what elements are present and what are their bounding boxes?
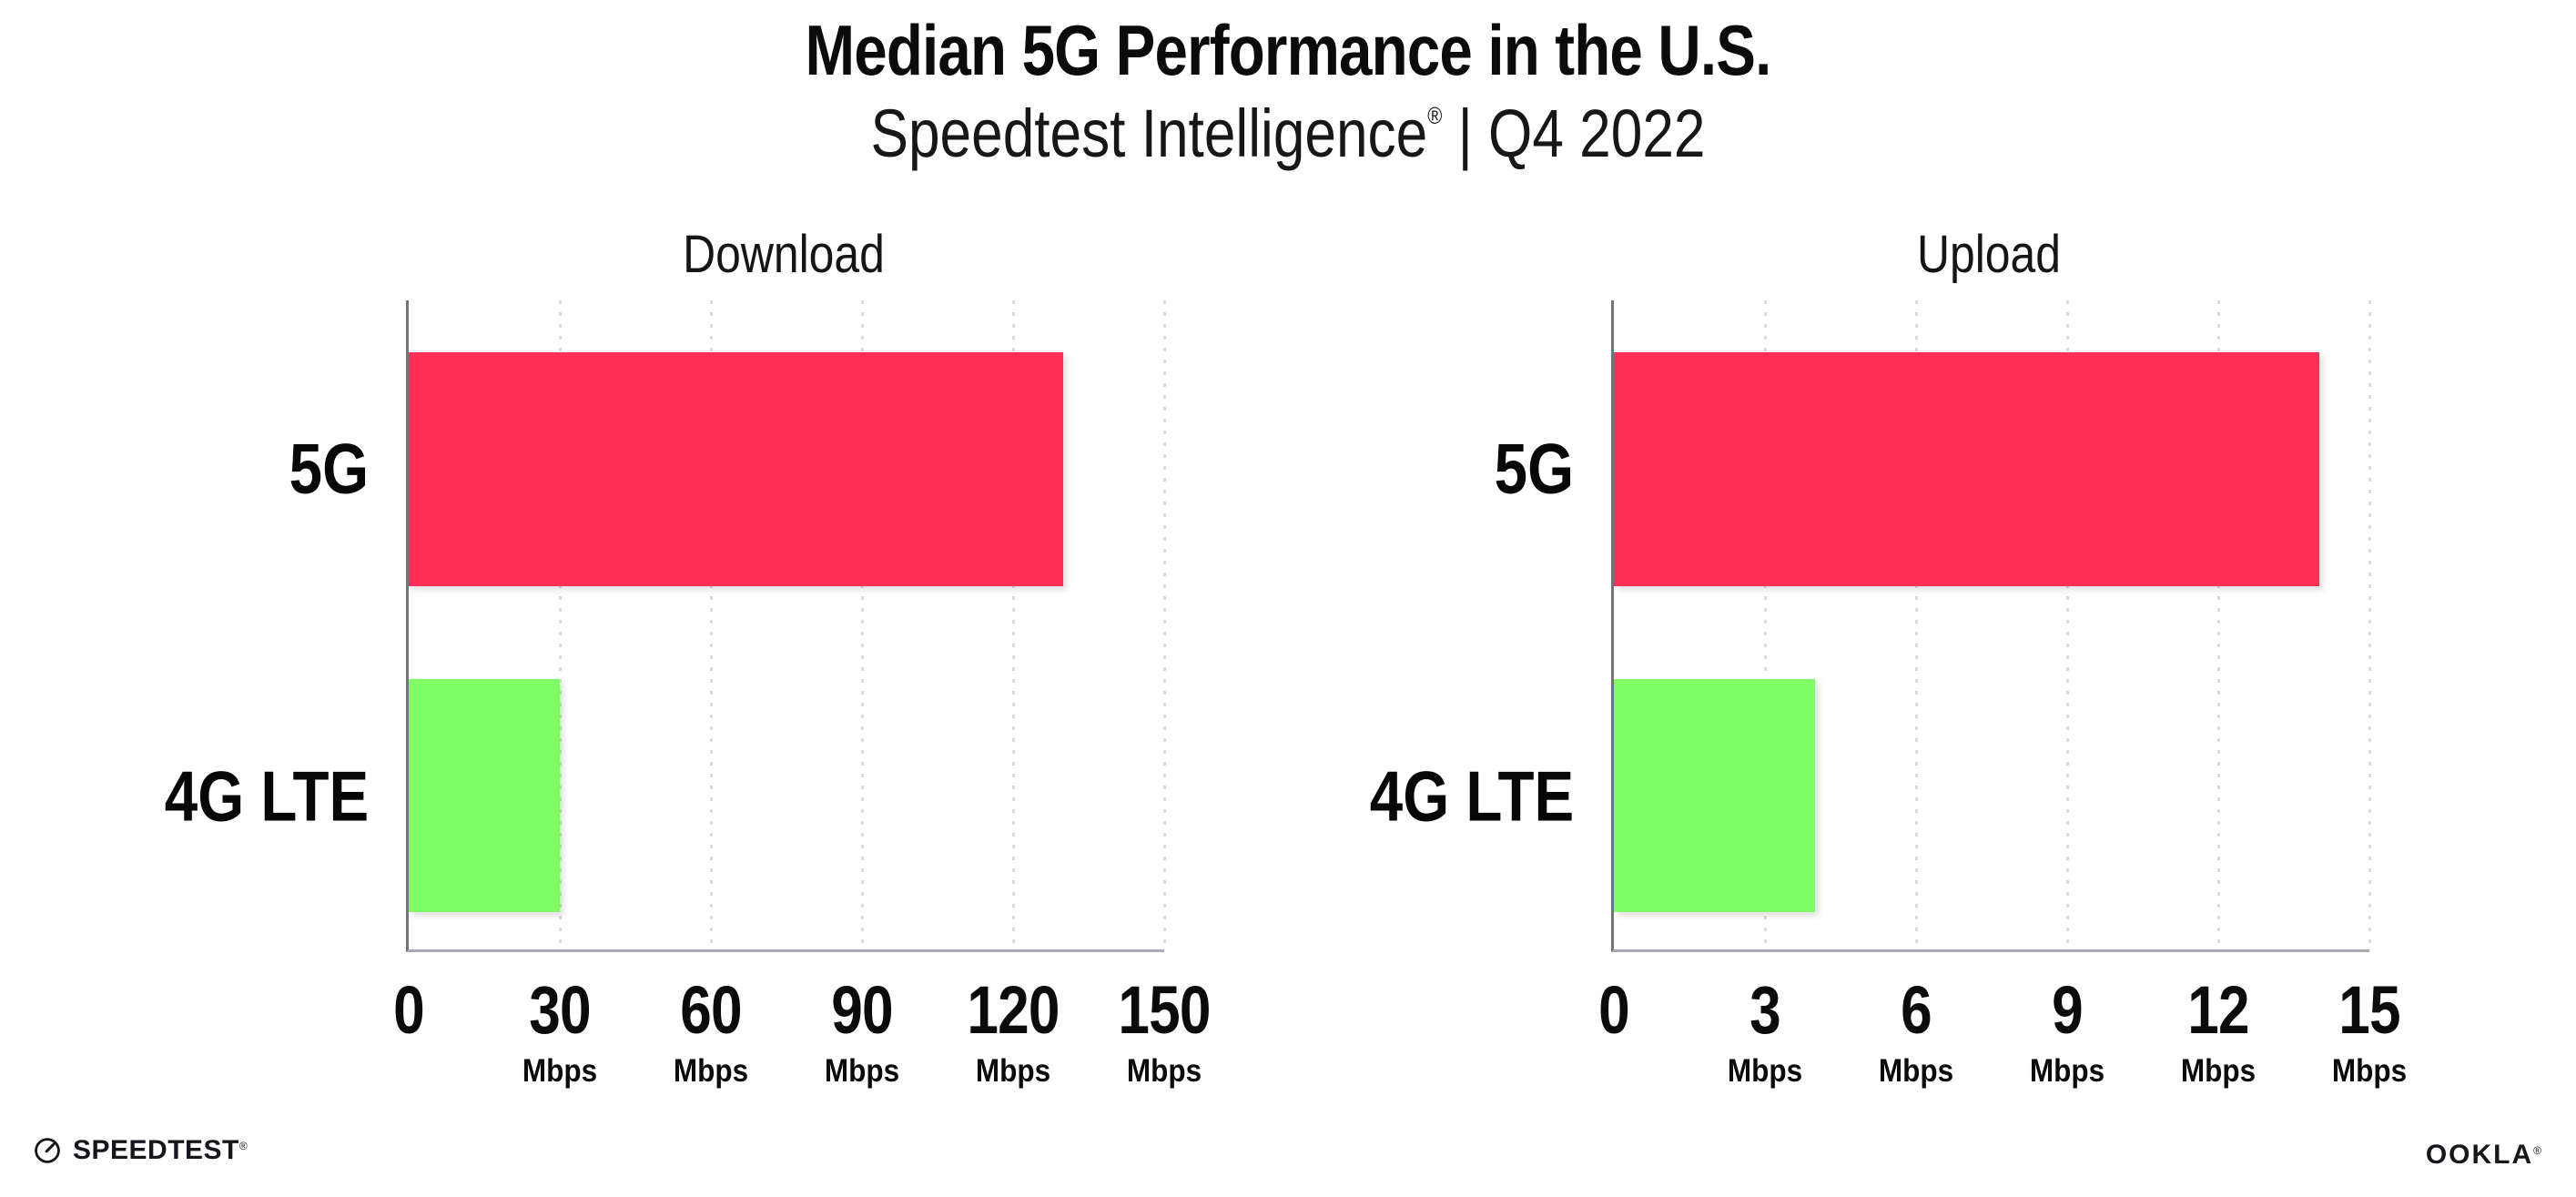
category-label-4g-lte: 4G LTE bbox=[164, 756, 369, 837]
gridline-15 bbox=[2368, 300, 2371, 949]
x-tick-60: 60 Mbps bbox=[669, 972, 752, 1089]
x-tick-120: 120 Mbps bbox=[958, 972, 1068, 1089]
x-tick-150: 150 Mbps bbox=[1110, 972, 1219, 1089]
x-tick-unit: Mbps bbox=[975, 1053, 1051, 1089]
upload-plot-area: 5G 4G LTE 0 3 Mbps 6 Mbps 9 Mbps 12 Mbps 15 Mbps bbox=[1370, 300, 2407, 1087]
ookla-logo: OOKLA® bbox=[2426, 1141, 2543, 1169]
x-tick-value: 15 bbox=[2338, 972, 2400, 1048]
subtitle-period: | Q4 2022 bbox=[1442, 96, 1706, 171]
x-tick-90: 90 Mbps bbox=[820, 972, 903, 1089]
x-tick-unit: Mbps bbox=[2029, 1053, 2105, 1089]
bar-4g-lte bbox=[409, 678, 560, 913]
x-tick-30: 30 Mbps bbox=[518, 972, 601, 1089]
x-tick-3: 3 Mbps bbox=[1723, 972, 1806, 1089]
registered-mark-icon: ® bbox=[1427, 102, 1443, 129]
x-tick-value: 60 bbox=[680, 972, 742, 1048]
category-label-5g: 5G bbox=[289, 428, 369, 509]
x-tick-value: 30 bbox=[529, 972, 591, 1048]
x-tick-value: 90 bbox=[831, 972, 893, 1048]
x-tick-value: 12 bbox=[2187, 972, 2249, 1048]
page-subtitle: Speedtest Intelligence® | Q4 2022 bbox=[206, 100, 2369, 167]
x-tick-value: 9 bbox=[2052, 972, 2084, 1048]
x-tick-12: 12 Mbps bbox=[2176, 972, 2259, 1089]
gridline-3 bbox=[1764, 300, 1767, 949]
category-label-5g: 5G bbox=[1494, 428, 1574, 509]
gridline-9 bbox=[2066, 300, 2069, 949]
ookla-wordmark: OOKLA bbox=[2425, 1140, 2534, 1170]
upload-chart: Upload 5G 4G LTE 0 3 Mbps 6 Mbps 9 Mbps 12 Mbps 15 M… bbox=[1370, 218, 2408, 1092]
x-tick-0: 0 bbox=[1596, 977, 1632, 1044]
x-tick-value: 0 bbox=[393, 972, 425, 1048]
x-tick-value: 3 bbox=[1749, 972, 1781, 1048]
gridline-30 bbox=[559, 300, 562, 949]
x-axis-tick-labels: 0 30 Mbps 60 Mbps 90 Mbps 120 Mbps 150 Mbps bbox=[393, 972, 1211, 1104]
category-label-4g-lte: 4G LTE bbox=[1369, 756, 1574, 837]
bar-4g-lte bbox=[1614, 678, 1816, 913]
x-tick-unit: Mbps bbox=[2180, 1053, 2257, 1089]
registered-mark-icon: ® bbox=[2533, 1144, 2543, 1157]
subtitle-brand: Speedtest Intelligence bbox=[870, 96, 1428, 171]
x-tick-9: 9 Mbps bbox=[2025, 972, 2108, 1089]
gridline-60 bbox=[710, 300, 713, 949]
gridline-6 bbox=[1915, 300, 1918, 949]
x-tick-value: 150 bbox=[1118, 972, 1211, 1048]
x-tick-value: 0 bbox=[1598, 972, 1630, 1048]
gridline-150 bbox=[1163, 300, 1166, 949]
download-chart: Download 5G 4G LTE 0 30 Mbps 60 Mbps 90 Mbps 120 M… bbox=[165, 218, 1212, 1092]
download-chart-title: Download bbox=[683, 225, 885, 284]
x-tick-15: 15 Mbps bbox=[2328, 972, 2410, 1089]
gridline-12 bbox=[2217, 300, 2220, 949]
page-title: Median 5G Performance in the U.S. bbox=[805, 10, 1772, 90]
x-tick-unit: Mbps bbox=[1126, 1053, 1202, 1089]
gridline-90 bbox=[861, 300, 864, 949]
x-tick-unit: Mbps bbox=[522, 1053, 598, 1089]
x-axis-tick-labels: 0 3 Mbps 6 Mbps 9 Mbps 12 Mbps 15 Mbps bbox=[1598, 972, 2407, 1104]
gridline-120 bbox=[1012, 300, 1015, 949]
registered-mark-icon: ® bbox=[238, 1140, 248, 1152]
bar-5g bbox=[409, 352, 1064, 586]
speedtest-logo: SPEEDTEST® bbox=[33, 1136, 248, 1165]
x-tick-unit: Mbps bbox=[1727, 1053, 1803, 1089]
download-plot-area: 5G 4G LTE 0 30 Mbps 60 Mbps 90 Mbps 120 Mbps 150 Mbp… bbox=[165, 300, 1211, 1087]
x-tick-6: 6 Mbps bbox=[1874, 972, 1957, 1089]
upload-chart-title: Upload bbox=[1916, 225, 2062, 284]
x-tick-unit: Mbps bbox=[824, 1053, 900, 1089]
x-tick-unit: Mbps bbox=[2331, 1053, 2408, 1089]
speedometer-gauge-icon bbox=[35, 1138, 60, 1163]
x-tick-unit: Mbps bbox=[1878, 1053, 1954, 1089]
x-tick-value: 6 bbox=[1901, 972, 1932, 1048]
speedtest-wordmark: SPEEDTEST® bbox=[73, 1135, 248, 1165]
x-tick-unit: Mbps bbox=[673, 1053, 749, 1089]
x-tick-0: 0 bbox=[390, 977, 427, 1044]
x-tick-value: 120 bbox=[967, 972, 1060, 1048]
bar-5g bbox=[1614, 352, 2319, 586]
